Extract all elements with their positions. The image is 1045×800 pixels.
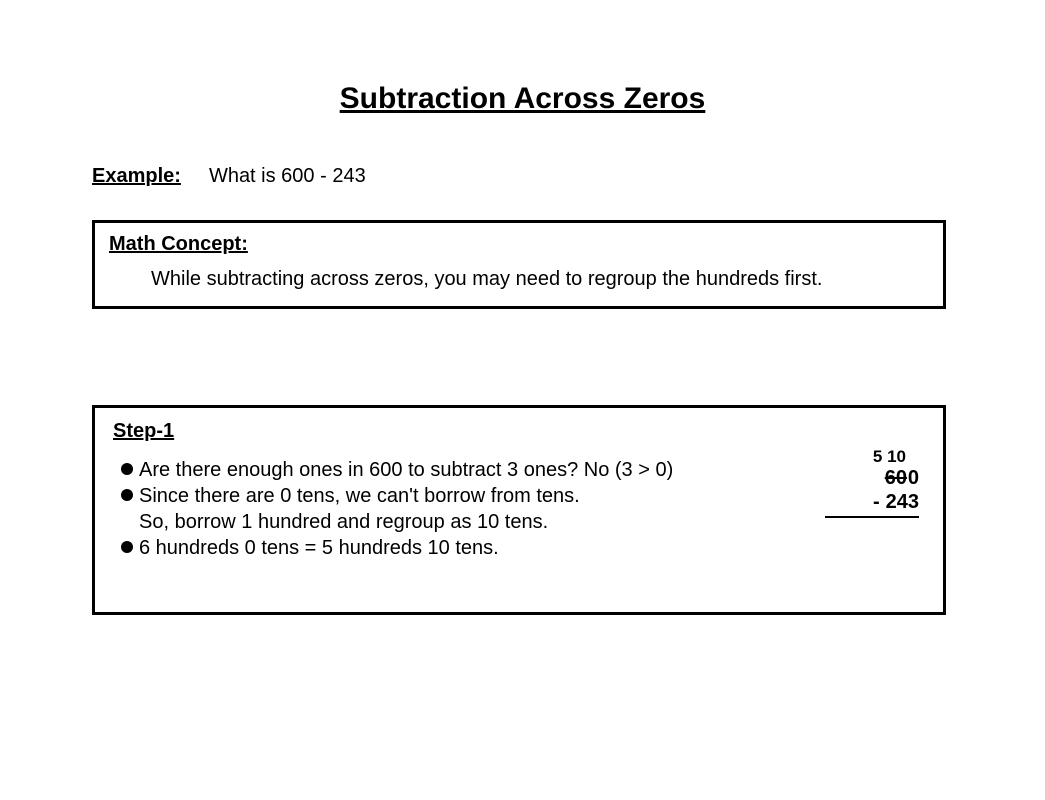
list-item: So, borrow 1 hundred and regroup as 10 t… xyxy=(121,509,673,535)
bullet-icon xyxy=(121,489,133,501)
math-concept-box: Math Concept: While subtracting across z… xyxy=(92,220,946,309)
example-row: Example: What is 600 - 243 xyxy=(92,165,366,188)
bullet-list: Are there enough ones in 600 to subtract… xyxy=(113,457,673,561)
step-box: Step-1 Are there enough ones in 600 to s… xyxy=(92,405,946,615)
minus-sign: - xyxy=(873,491,880,514)
list-item: 6 hundreds 0 tens = 5 hundreds 10 tens. xyxy=(121,535,673,561)
bullet-text: Since there are 0 tens, we can't borrow … xyxy=(139,483,580,509)
struck-digits: 60 xyxy=(885,467,907,490)
list-item: Are there enough ones in 600 to subtract… xyxy=(121,457,673,483)
bullet-icon xyxy=(121,463,133,475)
bullet-text: Are there enough ones in 600 to subtract… xyxy=(139,457,673,483)
example-label: Example: xyxy=(92,165,181,188)
bullet-text: So, borrow 1 hundred and regroup as 10 t… xyxy=(139,509,548,535)
bullet-text: 6 hundreds 0 tens = 5 hundreds 10 tens. xyxy=(139,535,499,561)
remaining-digit: 0 xyxy=(908,467,919,490)
subtrahend: 243 xyxy=(886,491,919,514)
regroup-numbers: 5 10 xyxy=(825,447,919,467)
step-label: Step-1 xyxy=(113,420,925,443)
subtrahend-row: - 243 xyxy=(825,491,919,518)
concept-label: Math Concept: xyxy=(109,233,929,256)
list-item: Since there are 0 tens, we can't borrow … xyxy=(121,483,673,509)
example-text: What is 600 - 243 xyxy=(209,165,366,188)
subtraction-work: 5 10 60 0 - 243 xyxy=(825,447,925,518)
minuend: 60 0 xyxy=(825,467,919,491)
bullet-icon xyxy=(121,541,133,553)
page-title: Subtraction Across Zeros xyxy=(0,82,1045,116)
concept-text: While subtracting across zeros, you may … xyxy=(109,266,929,292)
